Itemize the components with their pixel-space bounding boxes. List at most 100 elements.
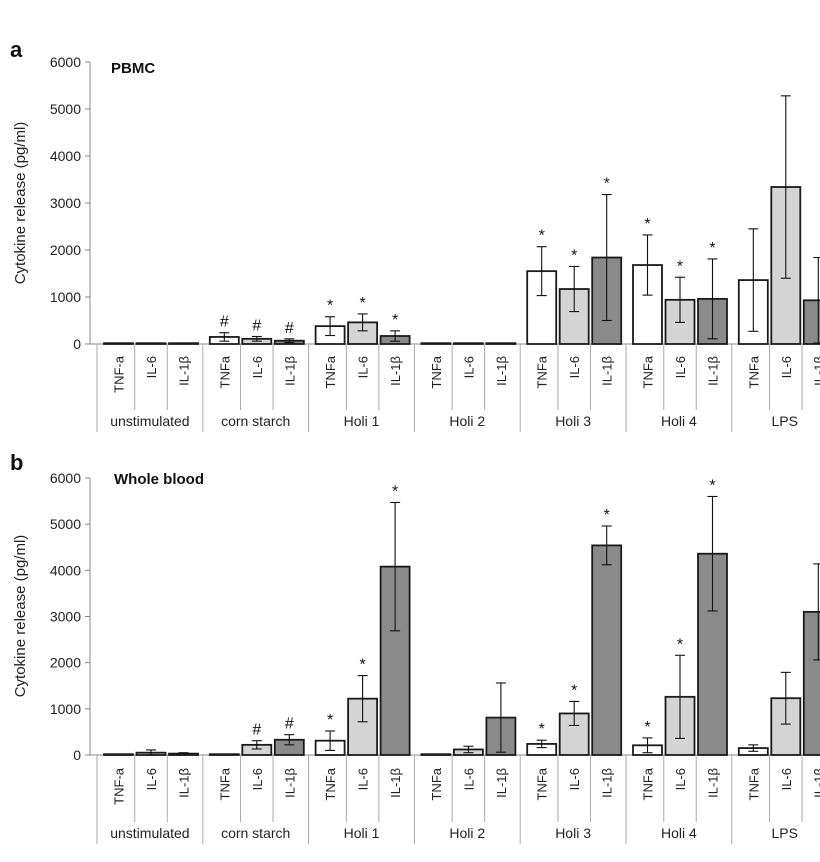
panel-b-ytick-label: 4000 bbox=[50, 562, 81, 578]
panel-b-ytick-label: 6000 bbox=[50, 470, 81, 486]
panel-a-cytokine-label: TNFa bbox=[746, 355, 761, 388]
panel-b: b Whole blood Cytokine release (pg/ml) 0… bbox=[10, 450, 820, 844]
panel-a-bar-holi-3-tnfa bbox=[526, 270, 558, 345]
panel-a-bar-lps-il-1β bbox=[802, 299, 820, 345]
panel-b-ytick-label: 1000 bbox=[50, 701, 81, 717]
panel-b-y-axis-label: Cytokine release (pg/ml) bbox=[12, 535, 29, 698]
panel-b-cytokine-label: TNFa bbox=[641, 767, 656, 800]
panel-a-group-label: Holi 1 bbox=[344, 413, 380, 429]
panel-a-bar-unstimulated-il-6 bbox=[135, 342, 167, 345]
panel-b-ytick-label: 2000 bbox=[50, 655, 81, 671]
panel-b-cytokine-label: IL-6 bbox=[461, 768, 476, 790]
panel-b-title: Whole blood bbox=[114, 471, 204, 488]
panel-a-cytokine-label: IL-6 bbox=[461, 356, 476, 378]
panel-b-cytokine-label: IL-6 bbox=[567, 768, 582, 790]
panel-b-cytokine-label: TNFa bbox=[535, 767, 550, 800]
panel-b-cytokine-label: TNFa bbox=[323, 767, 338, 800]
panel-a-significance-marker: * bbox=[604, 176, 610, 193]
panel-a-cytokine-label: IL-1β bbox=[282, 356, 297, 386]
panel-a-significance-marker: * bbox=[359, 295, 365, 312]
panel-b-significance-marker: * bbox=[709, 477, 715, 494]
panel-b-significance-marker: # bbox=[252, 722, 261, 739]
panel-b-bar-holi-3-il-1β bbox=[591, 544, 623, 756]
panel-b-group-label: Holi 2 bbox=[449, 825, 485, 841]
panel-b-significance-marker: * bbox=[392, 483, 398, 500]
panel-b-cytokine-label: IL-1β bbox=[811, 768, 820, 798]
panel-a-cytokine-label: IL-6 bbox=[250, 356, 265, 378]
panel-a-significance-marker: # bbox=[285, 320, 294, 337]
panel-b-cytokine-label: IL-1β bbox=[177, 768, 192, 798]
panel-b-cytokine-label: IL-6 bbox=[356, 768, 371, 790]
panel-b-group-label: LPS bbox=[771, 825, 797, 841]
panel-a-cytokine-label: TNFa bbox=[641, 355, 656, 388]
panel-b-cytokine-label: IL-1β bbox=[600, 768, 615, 798]
panel-a-bar-holi-2-tnfa bbox=[420, 342, 452, 345]
panel-b-cytokine-label: TNFa bbox=[429, 767, 444, 800]
panel-a-significance-marker: * bbox=[327, 298, 333, 315]
panel-b-group-label: Holi 3 bbox=[555, 825, 591, 841]
panel-b-significance-marker: * bbox=[571, 682, 577, 699]
panel-b-significance-marker: * bbox=[677, 636, 683, 653]
panel-b-group-label: unstimulated bbox=[110, 825, 189, 841]
panel-b-significance-marker: * bbox=[604, 507, 610, 524]
panel-a-group-label: Holi 3 bbox=[555, 413, 591, 429]
panel-a-ytick-label: 2000 bbox=[50, 242, 81, 258]
panel-b-group-label: Holi 1 bbox=[344, 825, 380, 841]
panel-a-significance-marker: * bbox=[709, 240, 715, 257]
panel-b-cytokine-label: TNFa bbox=[746, 767, 761, 800]
panel-a-cytokine-label: IL-1β bbox=[177, 356, 192, 386]
panel-b-bar-lps-il-1β bbox=[802, 610, 820, 756]
panel-b-cytokine-label: IL-6 bbox=[250, 768, 265, 790]
panel-a-cytokine-label: IL-6 bbox=[779, 356, 794, 378]
panel-a-group-label: corn starch bbox=[221, 413, 290, 429]
panel-b-cytokine-label: IL-1β bbox=[494, 768, 509, 798]
panel-a-significance-marker: # bbox=[252, 317, 261, 334]
panel-a-cytokine-label: IL-6 bbox=[144, 356, 159, 378]
panel-a-significance-marker: * bbox=[677, 258, 683, 275]
panel-a: a PBMC Cytokine release (pg/ml) 0 1000 200… bbox=[10, 37, 820, 432]
panel-a-cytokine-label: IL-6 bbox=[673, 356, 688, 378]
panel-a-cytokine-label: TNFa bbox=[217, 355, 232, 388]
panel-a-title: PBMC bbox=[111, 60, 155, 77]
panel-a-ytick-label: 0 bbox=[73, 336, 81, 352]
panel-b-cytokine-label: TNFa bbox=[217, 767, 232, 800]
panel-a-significance-marker: * bbox=[644, 216, 650, 233]
panel-b-cytokine-label: IL-1β bbox=[706, 768, 721, 798]
panel-a-ytick-label: 4000 bbox=[50, 148, 81, 164]
panel-a-cytokine-label: TNFa bbox=[535, 355, 550, 388]
panel-a-cytokine-label: IL-1β bbox=[494, 356, 509, 386]
panel-b-cytokine-label: IL-6 bbox=[144, 768, 159, 790]
panel-b-group-label: corn starch bbox=[221, 825, 290, 841]
panel-a-bar-holi-2-il-1β bbox=[485, 342, 517, 345]
panel-a-significance-marker: * bbox=[392, 312, 398, 329]
panel-a-y-axis-label: Cytokine release (pg/ml) bbox=[12, 122, 29, 285]
panel-b-bar-corn-starch-tnfa bbox=[208, 753, 240, 756]
panel-a-ytick-label: 6000 bbox=[50, 54, 81, 70]
panel-a-significance-marker: * bbox=[539, 228, 545, 245]
panel-a-bar-unstimulated-il-1β bbox=[168, 342, 199, 345]
panel-b-bar-unstimulated-tnfa bbox=[103, 753, 134, 756]
panel-a-significance-marker: * bbox=[571, 247, 577, 264]
panel-a-bar-unstimulated-tnfa bbox=[103, 342, 134, 345]
panel-a-cytokine-label: TNFa bbox=[323, 355, 338, 388]
panel-b-bar-holi-2-tnfa bbox=[420, 753, 452, 756]
panel-a-group-label: Holi 4 bbox=[661, 413, 697, 429]
panel-a-cytokine-label: IL-1β bbox=[811, 356, 820, 386]
panel-b-significance-marker: * bbox=[327, 712, 333, 729]
panel-a-bar-holi-2-il-6 bbox=[452, 342, 484, 345]
panel-b-ytick-label: 5000 bbox=[50, 516, 81, 532]
panel-a-cytokine-label: TNFa bbox=[429, 355, 444, 388]
panel-a-group-label: unstimulated bbox=[110, 413, 189, 429]
panel-a-ytick-label: 1000 bbox=[50, 289, 81, 305]
panel-b-ytick-label: 0 bbox=[73, 747, 81, 763]
panel-a-cytokine-label: TNF-a bbox=[112, 355, 127, 393]
panel-b-ytick-label: 3000 bbox=[50, 609, 81, 625]
panel-a-letter: a bbox=[10, 37, 23, 62]
panel-b-cytokine-label: TNF-a bbox=[112, 767, 127, 805]
panel-a-cytokine-label: IL-1β bbox=[706, 356, 721, 386]
panel-b-significance-marker: * bbox=[644, 719, 650, 736]
panel-b-cytokine-label: IL-6 bbox=[779, 768, 794, 790]
panel-b-significance-marker: * bbox=[539, 721, 545, 738]
panel-b-significance-marker: # bbox=[285, 716, 294, 733]
panel-a-significance-marker: # bbox=[220, 314, 229, 331]
